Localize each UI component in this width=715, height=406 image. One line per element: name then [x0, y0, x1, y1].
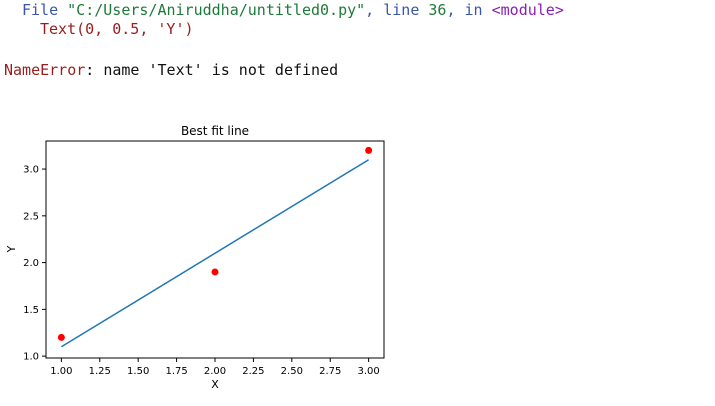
x-tick-label: 1.75	[165, 366, 187, 377]
data-point	[365, 146, 373, 154]
x-axis-label: X	[211, 378, 219, 391]
x-tick-label: 1.00	[50, 366, 72, 377]
file-path: "C:/Users/Aniruddha/untitled0.py"	[67, 1, 366, 19]
file-keyword: File	[22, 1, 59, 19]
code-call: Text(0, 0.5,	[40, 20, 158, 38]
x-tick-label: 2.25	[242, 366, 264, 377]
plot-figure: Best fit line X Y 1.00 1.25 1.50 1.75 2.00 2.…	[0, 118, 400, 402]
error-type: NameError	[4, 61, 86, 79]
data-point	[57, 333, 65, 341]
series-layer	[57, 146, 373, 348]
in-keyword: in	[464, 1, 483, 19]
traceback-file-line: File "C:/Users/Aniruddha/untitled0.py", …	[22, 1, 564, 19]
y-tick-label: 1.0	[23, 352, 39, 363]
comma-separator: ,	[446, 1, 456, 19]
x-tick-label: 2.50	[281, 366, 303, 377]
code-string: 'Y'	[157, 20, 185, 38]
x-tick-label: 1.25	[89, 366, 111, 377]
best-fit-line	[60, 159, 370, 348]
ticks-layer: 1.00 1.25 1.50 1.75 2.00 2.25 2.50 2.75 3.00 1.0 1…	[23, 165, 380, 377]
y-axis-label: Y	[5, 245, 18, 253]
y-tick-label: 2.0	[23, 258, 39, 269]
traceback-code-line: Text(0, 0.5, 'Y')	[40, 20, 194, 38]
line-number: 36	[428, 1, 447, 19]
module-name: <module>	[491, 1, 564, 19]
error-line: NameError: name 'Text' is not defined	[4, 61, 338, 79]
error-message: name 'Text' is not defined	[103, 61, 339, 79]
comma-separator: ,	[365, 1, 375, 19]
line-keyword: line	[383, 1, 420, 19]
x-tick-label: 2.00	[204, 366, 226, 377]
x-tick-label: 3.00	[358, 366, 380, 377]
error-colon: :	[85, 61, 95, 79]
code-close: )	[184, 20, 194, 38]
best-fit-chart: Best fit line X Y 1.00 1.25 1.50 1.75 2.00 2.…	[5, 124, 385, 391]
y-tick-label: 2.5	[23, 211, 39, 222]
x-tick-label: 2.75	[319, 366, 341, 377]
x-tick-label: 1.50	[127, 366, 149, 377]
y-tick-label: 3.0	[23, 165, 39, 176]
data-point	[211, 268, 219, 276]
chart-title: Best fit line	[181, 124, 249, 138]
y-tick-label: 1.5	[23, 305, 39, 316]
